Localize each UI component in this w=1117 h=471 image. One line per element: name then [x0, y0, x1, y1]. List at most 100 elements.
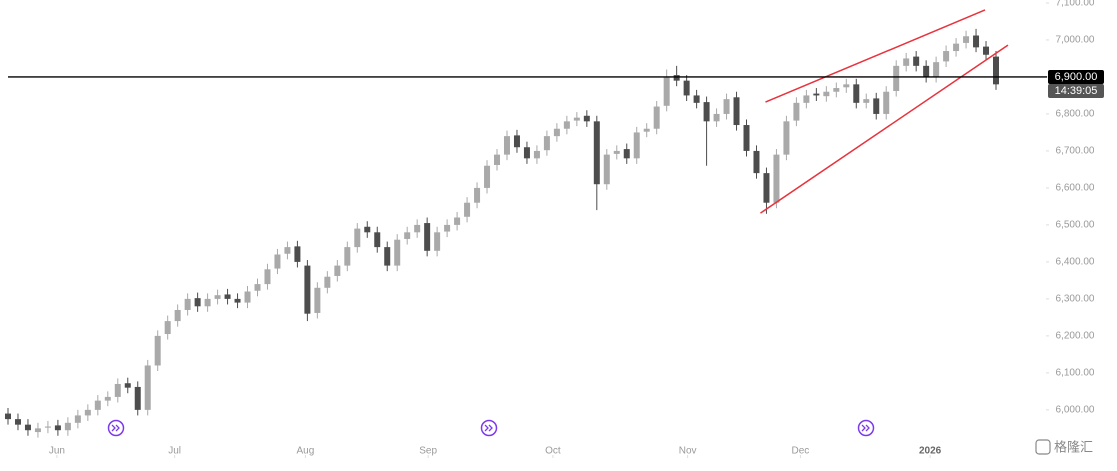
candle-body [444, 224, 451, 232]
candle-body [703, 102, 710, 122]
candle-body [214, 295, 221, 299]
candle-body [843, 84, 850, 88]
candle-body [883, 91, 890, 114]
candle-body [953, 43, 960, 52]
x-tick-label: Dec [791, 446, 809, 457]
candle-body [673, 75, 680, 81]
candle-body [364, 226, 371, 233]
candle-body [144, 365, 151, 410]
y-tick-label: 6,300.00 [1056, 294, 1095, 305]
candle-body [474, 187, 481, 203]
candle-body [943, 51, 950, 62]
trend-line [765, 9, 986, 103]
y-tick-label: 6,000.00 [1056, 405, 1095, 416]
candle-body [304, 265, 311, 314]
x-tick-label: Jul [168, 446, 181, 457]
candle-body [344, 247, 351, 266]
candle-body [14, 419, 21, 425]
candle-body [973, 35, 980, 48]
candle-body [823, 91, 830, 97]
candle-body [74, 415, 81, 423]
candle-body [244, 291, 251, 303]
candle-body [733, 97, 740, 126]
candle-body [983, 46, 990, 55]
candle-body [913, 56, 920, 66]
candle-body [793, 102, 800, 121]
candle-body [274, 254, 281, 269]
candle-body [484, 165, 491, 188]
candle-body [64, 422, 71, 431]
watermark-logo [1035, 439, 1051, 455]
candle-body [563, 121, 570, 129]
candle-body [284, 247, 291, 254]
candle-body [374, 232, 381, 248]
candle-body [294, 246, 301, 262]
candle-body [903, 58, 910, 66]
y-tick-label: 7,000.00 [1056, 35, 1095, 46]
event-icon[interactable] [857, 419, 875, 437]
candle-body [184, 298, 191, 310]
event-icon[interactable] [107, 419, 125, 437]
candle-body [464, 202, 471, 217]
candle-body [224, 294, 231, 299]
candle-body [893, 65, 900, 91]
candle-body [873, 98, 880, 114]
candle-body [543, 136, 550, 151]
candle-body [603, 154, 610, 185]
candle-body [314, 287, 321, 313]
candle-body [643, 128, 650, 132]
candle-body [34, 428, 41, 433]
candle-body [663, 76, 670, 106]
candle-body [414, 224, 421, 233]
candle-body [853, 84, 860, 103]
x-tick-label: Aug [296, 446, 314, 457]
event-icon[interactable] [480, 419, 498, 437]
candle-body [394, 239, 401, 266]
candle-body [124, 383, 131, 388]
candle-body [234, 298, 241, 303]
candle-body [863, 99, 870, 103]
trend-line [760, 44, 1009, 214]
candle-body [154, 335, 161, 366]
candle-body [424, 223, 431, 251]
candle-body [354, 228, 361, 248]
countdown-box [1048, 83, 1104, 98]
candle-body [94, 400, 101, 410]
y-tick-label: 6,400.00 [1056, 257, 1095, 268]
candle-body [693, 95, 700, 103]
candle-body [164, 321, 171, 335]
candle-body [763, 173, 770, 203]
plot [5, 28, 999, 438]
x-tick-label: Jun [49, 446, 65, 457]
candle-body [104, 396, 111, 401]
y-tick-label: 7,100.00 [1056, 0, 1095, 9]
candle-body [683, 80, 690, 96]
x-tick-label: Oct [545, 446, 561, 457]
y-tick-label: 6,200.00 [1056, 331, 1095, 342]
candle-body [84, 409, 91, 416]
candle-body [933, 62, 940, 77]
candle-body [963, 36, 970, 43]
candle-body [513, 135, 520, 148]
candle-body [114, 383, 121, 397]
candle-body [503, 136, 510, 155]
watermark: 格隆汇 [1054, 439, 1093, 454]
candle-body [833, 88, 840, 92]
candle-body [633, 132, 640, 159]
candle-body [533, 150, 540, 159]
y-tick-label: 6,100.00 [1056, 368, 1095, 379]
candle-body [324, 276, 331, 288]
candle-body [773, 154, 780, 203]
candle-body [454, 217, 461, 225]
candle-body [204, 298, 211, 307]
candle-body [194, 298, 201, 307]
candle-body [653, 106, 660, 129]
candle-body [24, 424, 31, 431]
countdown: 14:39:05 [1055, 85, 1098, 97]
candle-body [713, 113, 720, 122]
candle-body [384, 247, 391, 266]
price-label-box [1048, 69, 1104, 84]
candle-body [494, 154, 501, 165]
